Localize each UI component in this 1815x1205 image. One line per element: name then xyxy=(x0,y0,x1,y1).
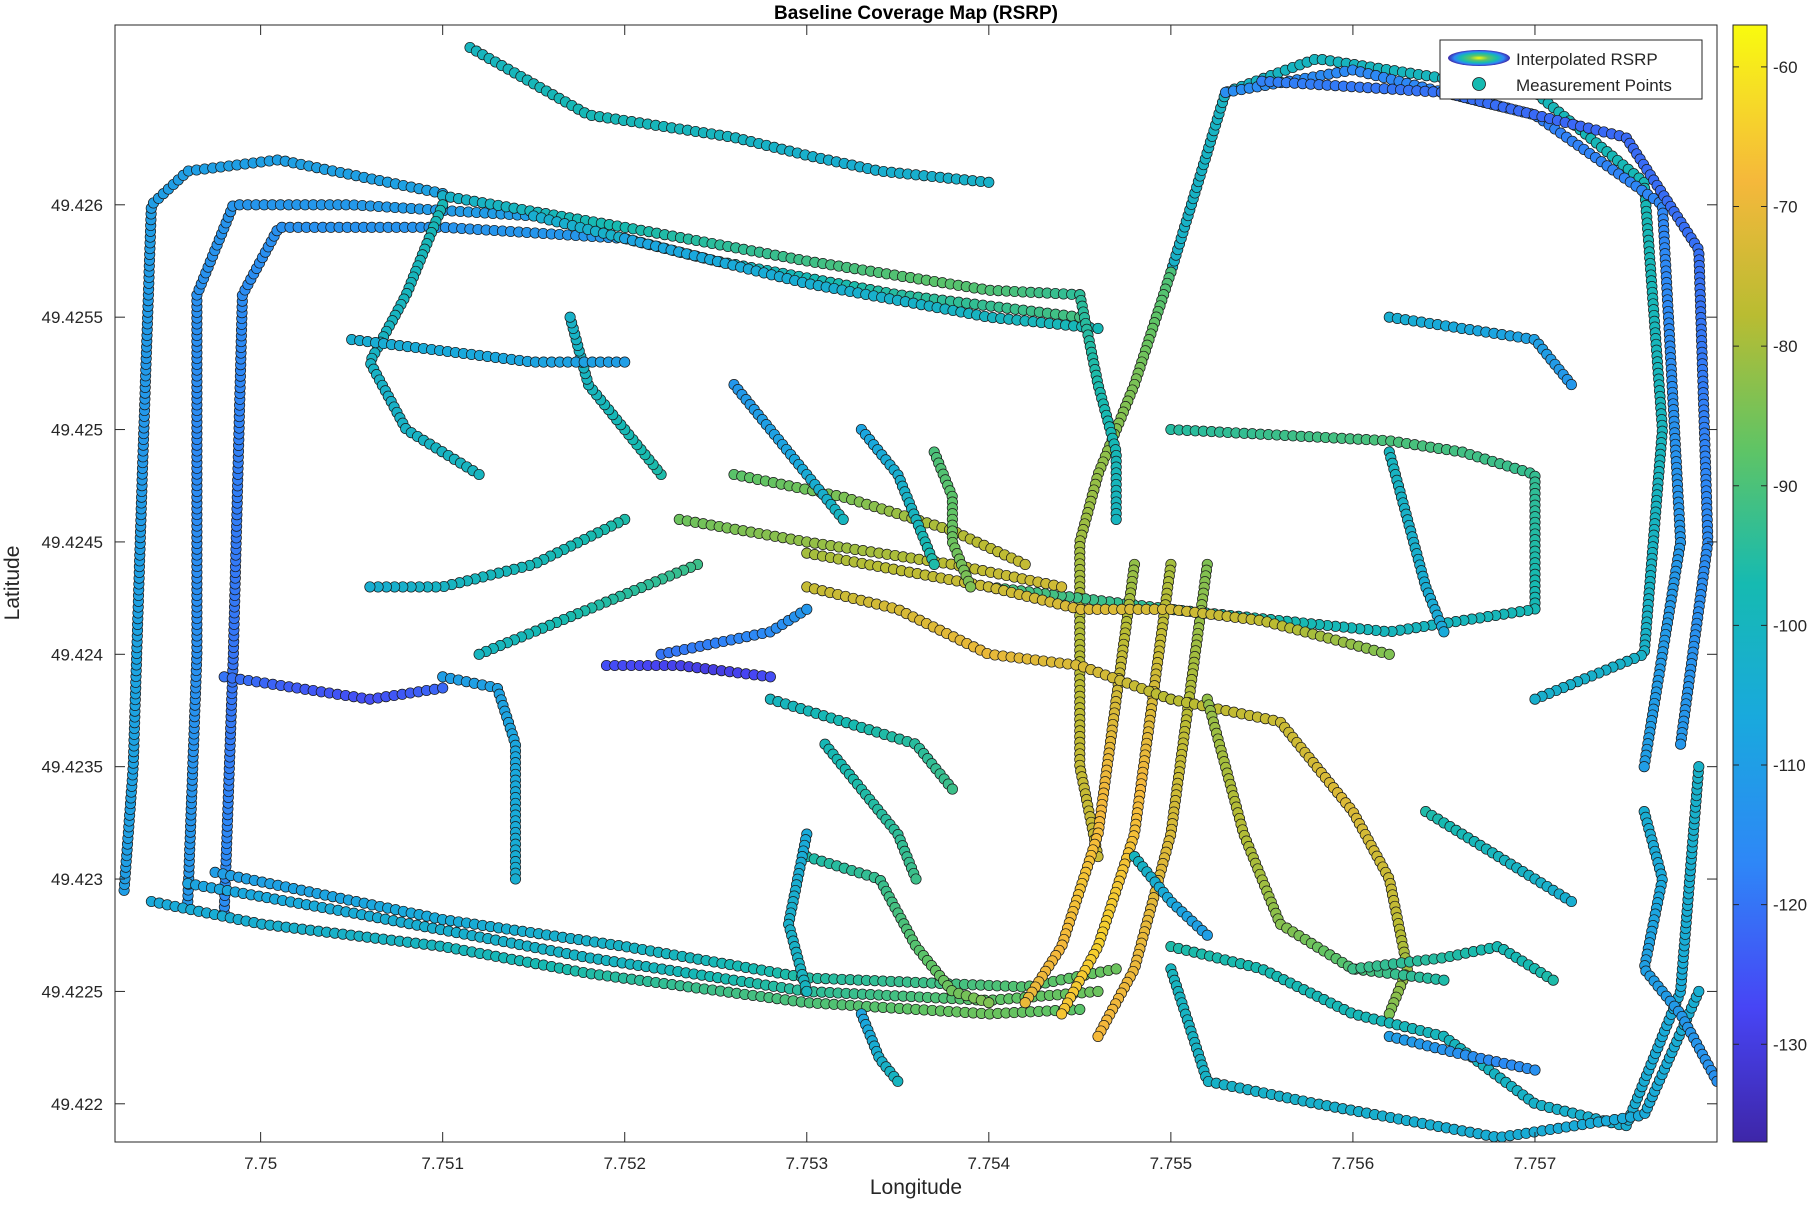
measurement-point xyxy=(1092,985,1104,997)
measurement-point xyxy=(1110,513,1122,525)
colorbar-tick-label: -130 xyxy=(1773,1035,1807,1054)
measurement-point xyxy=(1438,974,1450,986)
x-axis-label: Longitude xyxy=(870,1176,962,1199)
x-tick-label: 7.753 xyxy=(785,1154,828,1173)
colorbar-tick-label: -70 xyxy=(1773,198,1798,217)
legend-interpolated-swatch xyxy=(1448,50,1510,66)
measurement-point xyxy=(437,682,449,694)
measurement-point xyxy=(1565,895,1577,908)
measurement-point xyxy=(1110,963,1122,975)
y-tick-label: 49.4235 xyxy=(42,758,103,777)
y-tick-label: 49.424 xyxy=(51,645,103,664)
y-tick-label: 49.423 xyxy=(51,870,103,889)
plot-frame xyxy=(114,24,1718,1143)
measurement-point xyxy=(564,311,576,323)
colorbar-tick-label: -90 xyxy=(1773,477,1798,496)
measurement-point xyxy=(1019,558,1031,570)
measurement-point xyxy=(1693,985,1705,997)
x-tick-label: 7.751 xyxy=(421,1154,464,1173)
measurement-point xyxy=(801,603,813,615)
colorbar-tick-label: -60 xyxy=(1773,58,1798,77)
measurement-point xyxy=(1019,997,1031,1009)
y-tick-label: 49.426 xyxy=(51,196,103,215)
legend-entry-interpolated: Interpolated RSRP xyxy=(1516,50,1658,69)
x-tick-label: 7.75 xyxy=(244,1154,277,1173)
measurement-point xyxy=(965,581,977,593)
colorbar-tick-label: -120 xyxy=(1773,896,1807,915)
legend-box xyxy=(1439,39,1703,100)
measurement-point xyxy=(1675,738,1687,750)
measurement-point xyxy=(983,176,995,188)
colorbar-tick-label: -100 xyxy=(1773,616,1807,635)
measurement-point xyxy=(1693,761,1705,773)
measurement-point xyxy=(892,1075,904,1087)
y-tick-label: 49.422 xyxy=(51,1095,103,1114)
colorbar-tick-label: -80 xyxy=(1773,337,1798,356)
colorbar-ticks: -60 -70 -80 -90 -100 -110 -120 -130 xyxy=(1733,58,1807,1054)
colorbar: -60 -70 -80 -90 -100 -110 -120 -130 xyxy=(1732,24,1807,1143)
measurement-point xyxy=(910,873,922,885)
measurement-point xyxy=(1438,626,1450,638)
measurement-point xyxy=(1092,322,1104,334)
measurement-point xyxy=(1092,1030,1104,1042)
measurement-points xyxy=(118,41,1717,1142)
legend-measurement-swatch xyxy=(1472,77,1486,91)
measurement-point xyxy=(509,873,522,885)
measurement-point xyxy=(1565,379,1577,391)
x-tick-label: 7.756 xyxy=(1332,1154,1375,1173)
measurement-point xyxy=(1529,1064,1541,1076)
measurement-point xyxy=(473,648,485,660)
colorbar-gradient xyxy=(1732,24,1768,1143)
y-tick-label: 49.4225 xyxy=(42,982,103,1001)
measurement-point xyxy=(764,671,776,683)
y-tick-label: 49.4255 xyxy=(42,308,103,327)
legend: Interpolated RSRP Measurement Points xyxy=(1439,39,1703,100)
measurement-point xyxy=(837,513,849,525)
x-tick-label: 7.755 xyxy=(1150,1154,1193,1173)
measurement-point xyxy=(946,783,958,795)
measurement-point xyxy=(1056,1008,1068,1020)
y-axis-ticks: 49.422 49.4225 49.423 49.4235 49.424 49.4245 4… xyxy=(42,196,1717,1114)
x-tick-label: 7.752 xyxy=(603,1154,646,1173)
measurement-point xyxy=(619,356,631,368)
measurement-point xyxy=(1056,581,1068,593)
legend-entry-measurement: Measurement Points xyxy=(1516,76,1672,95)
measurement-point xyxy=(801,985,813,997)
measurement-point xyxy=(364,581,376,593)
x-axis-ticks: 7.75 7.751 7.752 7.753 7.754 7.755 7.756 7.757 xyxy=(244,25,1556,1173)
measurement-point xyxy=(1074,1003,1086,1015)
measurement-point xyxy=(1711,1075,1717,1087)
measurement-point xyxy=(1201,929,1213,941)
x-tick-label: 7.754 xyxy=(968,1154,1011,1173)
measurement-point xyxy=(1547,974,1559,986)
y-axis-label: Latitude xyxy=(1,546,24,621)
plot-area xyxy=(115,25,1717,1142)
measurement-point xyxy=(983,997,995,1009)
colorbar-tick-label: -110 xyxy=(1773,756,1806,775)
measurement-point xyxy=(1638,761,1650,773)
x-tick-label: 7.757 xyxy=(1514,1154,1557,1173)
measurement-point xyxy=(1529,693,1541,705)
chart-title: Baseline Coverage Map (RSRP) xyxy=(774,3,1058,24)
measurement-point xyxy=(1383,648,1395,660)
y-tick-label: 49.425 xyxy=(51,421,103,440)
measurement-point xyxy=(473,468,485,481)
y-tick-label: 49.4245 xyxy=(42,533,103,552)
measurement-point xyxy=(928,558,940,570)
